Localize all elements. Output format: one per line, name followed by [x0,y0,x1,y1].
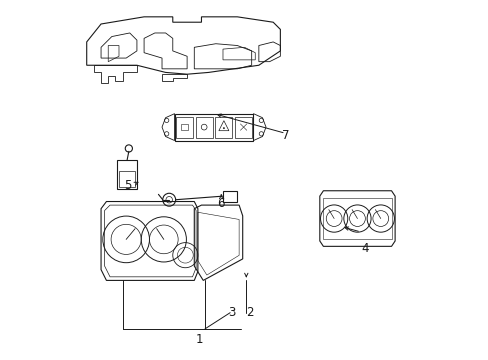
Text: 1: 1 [196,333,203,346]
Bar [117,160,137,189]
Bar [195,117,212,138]
Bar [174,114,253,140]
Bar [181,124,187,130]
Bar [119,171,135,187]
Text: 5: 5 [124,179,131,192]
Bar [215,117,232,138]
Bar [223,192,236,202]
Bar [176,117,192,138]
Bar [235,117,251,138]
Text: 2: 2 [245,306,253,319]
Text: 4: 4 [360,242,367,255]
Text: 7: 7 [282,129,289,142]
Text: 6: 6 [217,197,224,210]
Text: 3: 3 [228,306,235,319]
Circle shape [223,127,224,129]
